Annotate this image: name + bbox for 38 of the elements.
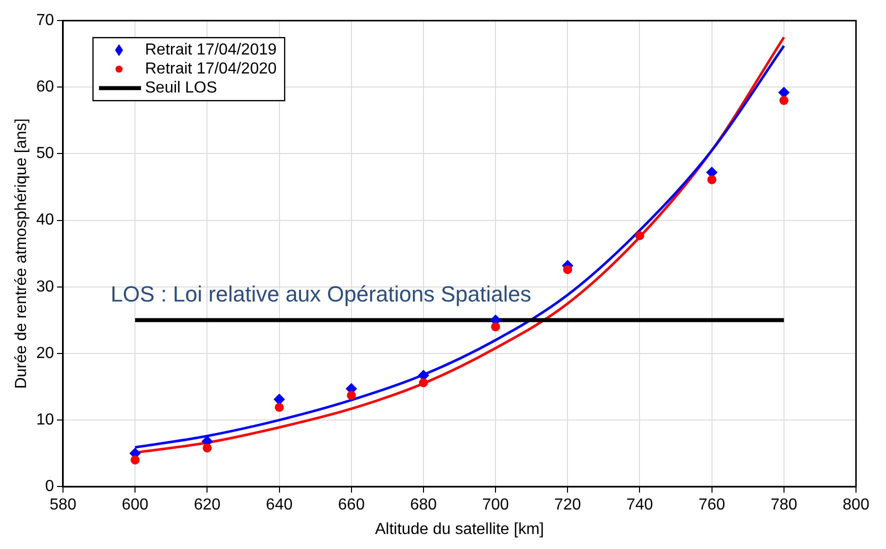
y-tick-label: 50 <box>36 145 54 162</box>
x-axis-title: Altitude du satellite [km] <box>375 520 544 538</box>
y-tick-label: 10 <box>36 411 54 428</box>
legend-label: Retrait 17/04/2019 <box>144 42 277 59</box>
point <box>274 402 284 412</box>
x-tick-label: 780 <box>770 496 798 514</box>
x-tick-label: 700 <box>482 496 509 514</box>
y-tick-label: 40 <box>36 212 54 229</box>
point <box>202 443 212 452</box>
x-tick-label: 720 <box>554 496 582 514</box>
legend-label: Retrait 17/04/2020 <box>144 60 277 78</box>
y-tick-label: 60 <box>36 78 54 96</box>
y-tick-label: 20 <box>36 344 54 362</box>
y-tick-label: 0 <box>45 478 54 496</box>
legend-label: Seuil LOS <box>144 80 218 97</box>
point <box>346 390 356 400</box>
x-tick-label: 760 <box>698 496 726 514</box>
point <box>563 265 572 274</box>
x-tick-label: 740 <box>626 496 654 514</box>
x-tick-label: 600 <box>122 496 149 514</box>
x-tick-label: 620 <box>194 496 221 514</box>
x-tick-label: 580 <box>50 496 76 514</box>
point <box>778 86 790 98</box>
x-tick-label: 660 <box>338 496 365 514</box>
y-axis-title: Durée de rentrée atmosphérique [ans] <box>13 118 30 389</box>
point <box>418 378 428 388</box>
x-tick-label: 640 <box>266 496 293 514</box>
y-tick-label: 70 <box>36 12 54 30</box>
x-tick-label: 800 <box>842 496 870 514</box>
point <box>707 175 716 184</box>
y-tick-label: 30 <box>36 278 54 296</box>
point <box>491 322 500 332</box>
point <box>130 455 140 464</box>
x-tick-label: 680 <box>410 496 437 514</box>
point <box>635 231 644 240</box>
point <box>779 96 788 105</box>
annotation: LOS : Loi relative aux Opérations Spatiales <box>110 282 532 307</box>
point <box>274 394 285 405</box>
